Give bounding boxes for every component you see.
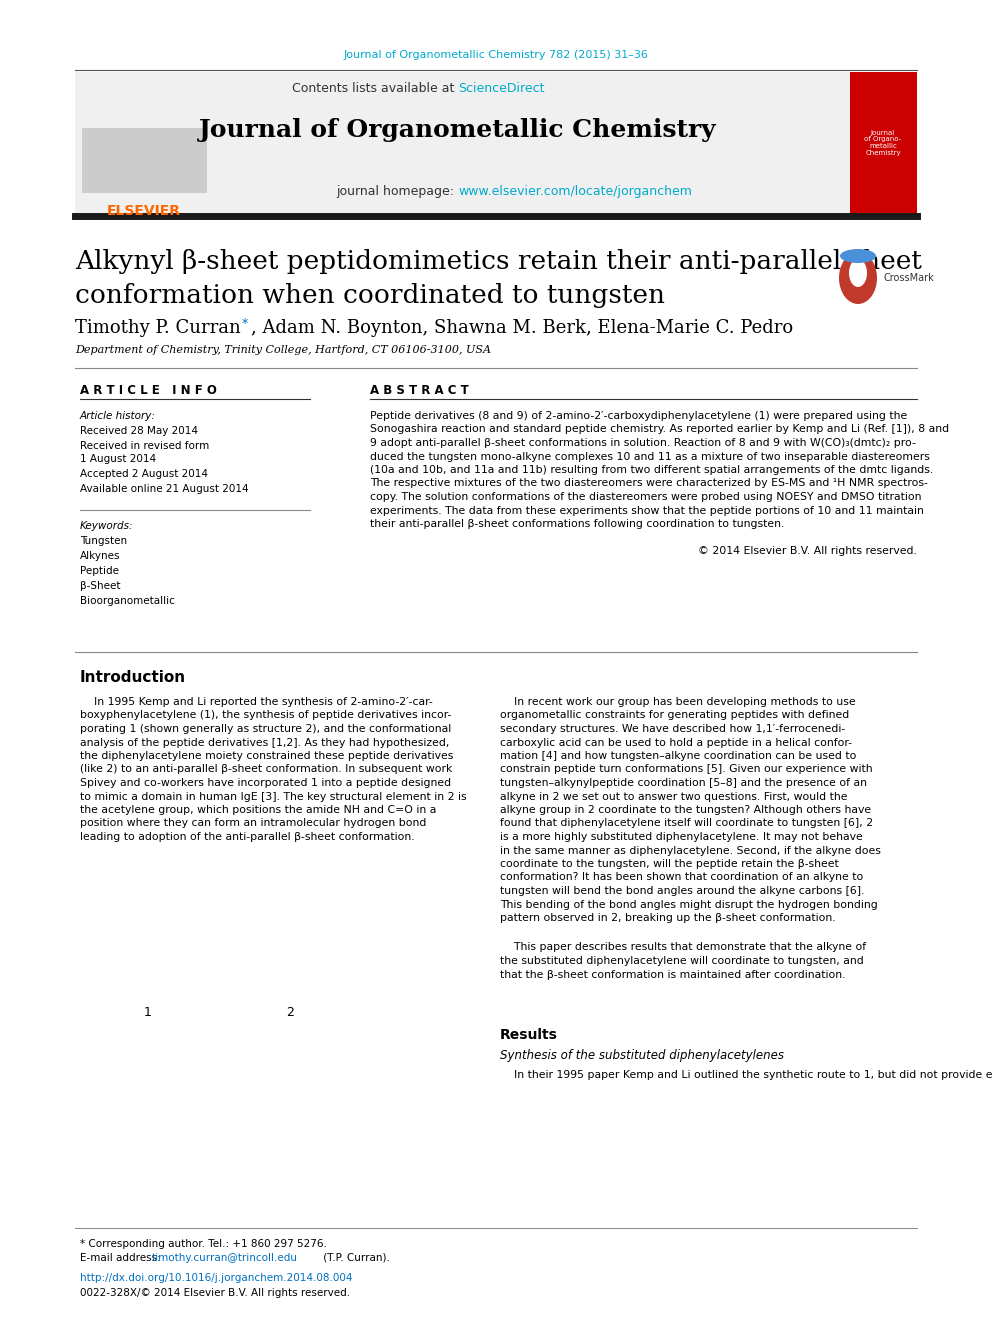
Text: leading to adoption of the anti-parallel β-sheet conformation.: leading to adoption of the anti-parallel… xyxy=(80,832,415,841)
Text: (T.P. Curran).: (T.P. Curran). xyxy=(320,1253,390,1263)
Text: 1 August 2014: 1 August 2014 xyxy=(80,454,156,464)
Text: The respective mixtures of the two diastereomers were characterized by ES-MS and: The respective mixtures of the two diast… xyxy=(370,479,928,488)
Bar xyxy=(850,71,917,216)
Text: boxyphenylacetylene (1), the synthesis of peptide derivatives incor-: boxyphenylacetylene (1), the synthesis o… xyxy=(80,710,451,721)
Text: (10a and 10b, and 11a and 11b) resulting from two different spatial arrangements: (10a and 10b, and 11a and 11b) resulting… xyxy=(370,464,933,475)
Text: porating 1 (shown generally as structure 2), and the conformational: porating 1 (shown generally as structure… xyxy=(80,724,451,734)
Text: Alkynes: Alkynes xyxy=(80,550,120,561)
Text: to mimic a domain in human IgE [3]. The key structural element in 2 is: to mimic a domain in human IgE [3]. The … xyxy=(80,791,466,802)
Text: A R T I C L E   I N F O: A R T I C L E I N F O xyxy=(80,384,217,397)
Text: * Corresponding author. Tel.: +1 860 297 5276.: * Corresponding author. Tel.: +1 860 297… xyxy=(80,1240,327,1249)
Text: mation [4] and how tungsten–alkyne coordination can be used to: mation [4] and how tungsten–alkyne coord… xyxy=(500,751,856,761)
Text: CrossMark: CrossMark xyxy=(883,273,933,283)
Text: tungsten–alkynylpeptide coordination [5–8] and the presence of an: tungsten–alkynylpeptide coordination [5–… xyxy=(500,778,867,789)
Text: Spivey and co-workers have incorporated 1 into a peptide designed: Spivey and co-workers have incorporated … xyxy=(80,778,451,789)
Text: 9 adopt anti-parallel β-sheet conformations in solution. Reaction of 8 and 9 wit: 9 adopt anti-parallel β-sheet conformati… xyxy=(370,438,916,448)
Text: conformation? It has been shown that coordination of an alkyne to: conformation? It has been shown that coo… xyxy=(500,872,863,882)
Text: Bioorganometallic: Bioorganometallic xyxy=(80,595,175,606)
Text: This paper describes results that demonstrate that the alkyne of: This paper describes results that demons… xyxy=(500,942,866,953)
Bar xyxy=(82,128,207,193)
Ellipse shape xyxy=(840,249,876,263)
Text: Available online 21 August 2014: Available online 21 August 2014 xyxy=(80,484,249,493)
Text: journal homepage:: journal homepage: xyxy=(336,185,458,198)
Text: Peptide: Peptide xyxy=(80,566,119,576)
Text: © 2014 Elsevier B.V. All rights reserved.: © 2014 Elsevier B.V. All rights reserved… xyxy=(698,545,917,556)
Text: Contents lists available at: Contents lists available at xyxy=(292,82,458,94)
Text: (like 2) to an anti-parallel β-sheet conformation. In subsequent work: (like 2) to an anti-parallel β-sheet con… xyxy=(80,765,452,774)
Bar xyxy=(75,71,850,216)
Text: A B S T R A C T: A B S T R A C T xyxy=(370,384,469,397)
Text: organometallic constraints for generating peptides with defined: organometallic constraints for generatin… xyxy=(500,710,849,721)
Text: Received 28 May 2014: Received 28 May 2014 xyxy=(80,426,198,437)
Text: Tungsten: Tungsten xyxy=(80,536,127,546)
Text: position where they can form an intramolecular hydrogen bond: position where they can form an intramol… xyxy=(80,819,427,828)
Text: Introduction: Introduction xyxy=(80,671,186,685)
Text: β-Sheet: β-Sheet xyxy=(80,581,120,591)
Ellipse shape xyxy=(849,259,867,287)
Text: experiments. The data from these experiments show that the peptide portions of 1: experiments. The data from these experim… xyxy=(370,505,924,516)
Text: In recent work our group has been developing methods to use: In recent work our group has been develo… xyxy=(500,697,856,706)
Text: Keywords:: Keywords: xyxy=(80,521,134,531)
Text: the acetylene group, which positions the amide NH and C=O in a: the acetylene group, which positions the… xyxy=(80,804,436,815)
Text: 1: 1 xyxy=(144,1005,152,1019)
Text: copy. The solution conformations of the diastereomers were probed using NOESY an: copy. The solution conformations of the … xyxy=(370,492,922,501)
Text: ELSEVIER: ELSEVIER xyxy=(107,204,181,218)
Text: E-mail address:: E-mail address: xyxy=(80,1253,164,1263)
Text: In 1995 Kemp and Li reported the synthesis of 2-amino-2′-car-: In 1995 Kemp and Li reported the synthes… xyxy=(80,697,433,706)
Text: 0022-328X/© 2014 Elsevier B.V. All rights reserved.: 0022-328X/© 2014 Elsevier B.V. All right… xyxy=(80,1289,350,1298)
Text: Results: Results xyxy=(500,1028,558,1043)
Text: Synthesis of the substituted diphenylacetylenes: Synthesis of the substituted diphenylace… xyxy=(500,1049,784,1061)
Text: that the β-sheet conformation is maintained after coordination.: that the β-sheet conformation is maintai… xyxy=(500,970,845,979)
Text: the substituted diphenylacetylene will coordinate to tungsten, and: the substituted diphenylacetylene will c… xyxy=(500,957,864,966)
Text: , Adam N. Boynton, Shawna M. Berk, Elena-Marie C. Pedro: , Adam N. Boynton, Shawna M. Berk, Elena… xyxy=(251,319,794,337)
Text: alkyne in 2 we set out to answer two questions. First, would the: alkyne in 2 we set out to answer two que… xyxy=(500,791,847,802)
Text: Received in revised form: Received in revised form xyxy=(80,441,209,451)
Text: alkyne group in 2 coordinate to the tungsten? Although others have: alkyne group in 2 coordinate to the tung… xyxy=(500,804,871,815)
Text: This bending of the bond angles might disrupt the hydrogen bonding: This bending of the bond angles might di… xyxy=(500,900,878,909)
Text: constrain peptide turn conformations [5]. Given our experience with: constrain peptide turn conformations [5]… xyxy=(500,765,873,774)
Text: *: * xyxy=(242,316,248,329)
Text: pattern observed in 2, breaking up the β-sheet conformation.: pattern observed in 2, breaking up the β… xyxy=(500,913,835,923)
Text: carboxylic acid can be used to hold a peptide in a helical confor-: carboxylic acid can be used to hold a pe… xyxy=(500,737,852,747)
Text: the diphenylacetylene moiety constrained these peptide derivatives: the diphenylacetylene moiety constrained… xyxy=(80,751,453,761)
Text: Peptide derivatives (8 and 9) of 2-amino-2′-carboxydiphenylacetylene (1) were pr: Peptide derivatives (8 and 9) of 2-amino… xyxy=(370,411,908,421)
Text: in the same manner as diphenylacetylene. Second, if the alkyne does: in the same manner as diphenylacetylene.… xyxy=(500,845,881,856)
Text: Sonogashira reaction and standard peptide chemistry. As reported earlier by Kemp: Sonogashira reaction and standard peptid… xyxy=(370,425,949,434)
Text: Accepted 2 August 2014: Accepted 2 August 2014 xyxy=(80,468,208,479)
Text: timothy.curran@trincoll.edu: timothy.curran@trincoll.edu xyxy=(152,1253,298,1263)
Text: Journal of Organometallic Chemistry 782 (2015) 31–36: Journal of Organometallic Chemistry 782 … xyxy=(343,50,649,60)
Text: Department of Chemistry, Trinity College, Hartford, CT 06106-3100, USA: Department of Chemistry, Trinity College… xyxy=(75,345,491,355)
Text: Journal of Organometallic Chemistry: Journal of Organometallic Chemistry xyxy=(199,118,717,142)
Text: www.elsevier.com/locate/jorganchem: www.elsevier.com/locate/jorganchem xyxy=(458,185,691,198)
Text: duced the tungsten mono-alkyne complexes 10 and 11 as a mixture of two inseparab: duced the tungsten mono-alkyne complexes… xyxy=(370,451,930,462)
Text: Journal
of Organo-
metallic
Chemistry: Journal of Organo- metallic Chemistry xyxy=(864,130,902,156)
Text: Alkynyl β-sheet peptidomimetics retain their anti-parallel sheet: Alkynyl β-sheet peptidomimetics retain t… xyxy=(75,250,922,274)
Text: http://dx.doi.org/10.1016/j.jorganchem.2014.08.004: http://dx.doi.org/10.1016/j.jorganchem.2… xyxy=(80,1273,352,1283)
Text: In their 1995 paper Kemp and Li outlined the synthetic route to 1, but did not p: In their 1995 paper Kemp and Li outlined… xyxy=(500,1070,992,1080)
Text: found that diphenylacetylene itself will coordinate to tungsten [6], 2: found that diphenylacetylene itself will… xyxy=(500,819,873,828)
Text: 2: 2 xyxy=(286,1005,294,1019)
Ellipse shape xyxy=(839,251,877,304)
Text: their anti-parallel β-sheet conformations following coordination to tungsten.: their anti-parallel β-sheet conformation… xyxy=(370,519,785,529)
Text: tungsten will bend the bond angles around the alkyne carbons [6].: tungsten will bend the bond angles aroun… xyxy=(500,886,864,896)
Text: Article history:: Article history: xyxy=(80,411,156,421)
Text: ScienceDirect: ScienceDirect xyxy=(458,82,545,94)
Text: coordinate to the tungsten, will the peptide retain the β-sheet: coordinate to the tungsten, will the pep… xyxy=(500,859,839,869)
Text: secondary structures. We have described how 1,1′-ferrocenedi-: secondary structures. We have described … xyxy=(500,724,845,734)
Text: analysis of the peptide derivatives [1,2]. As they had hypothesized,: analysis of the peptide derivatives [1,2… xyxy=(80,737,449,747)
Text: is a more highly substituted diphenylacetylene. It may not behave: is a more highly substituted diphenylace… xyxy=(500,832,863,841)
Text: Timothy P. Curran: Timothy P. Curran xyxy=(75,319,241,337)
Text: conformation when coordinated to tungsten: conformation when coordinated to tungste… xyxy=(75,283,665,308)
